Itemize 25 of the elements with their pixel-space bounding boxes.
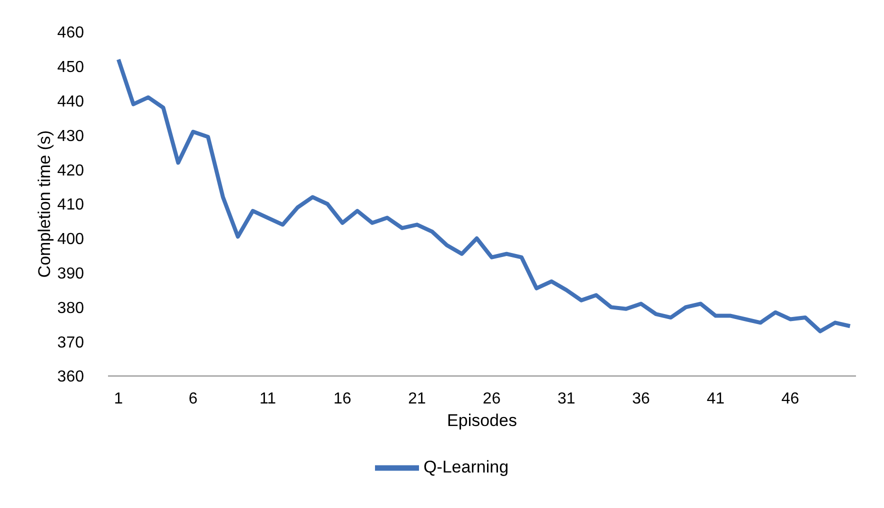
y-tick-label: 460 <box>57 24 84 42</box>
x-tick-label: 46 <box>781 390 800 408</box>
y-tick-label: 420 <box>57 162 84 180</box>
y-tick-label: 370 <box>57 334 84 352</box>
y-tick-label: 450 <box>57 59 84 76</box>
legend-label: Q-Learning <box>423 457 509 476</box>
y-tick-label: 430 <box>57 128 84 145</box>
y-tick-label: 360 <box>57 368 84 386</box>
y-tick-label: 410 <box>57 196 84 214</box>
x-tick-label: 1 <box>114 390 123 408</box>
x-tick-label: 21 <box>408 390 426 408</box>
x-tick-label: 16 <box>334 390 352 408</box>
x-axis-title: Episodes <box>447 411 517 430</box>
x-tick-label: 36 <box>632 390 650 408</box>
x-tick-label: 26 <box>482 390 501 408</box>
x-tick-label: 11 <box>259 390 276 408</box>
y-tick-label: 380 <box>57 300 84 317</box>
x-tick-label: 31 <box>557 390 576 408</box>
x-tick-label: 41 <box>706 390 725 408</box>
line-series <box>116 58 852 334</box>
y-tick-label: 400 <box>57 231 84 248</box>
y-axis-title: Completion time (s) <box>35 130 54 278</box>
y-tick-label: 390 <box>57 265 84 282</box>
y-tick-label: 440 <box>57 93 84 110</box>
x-tick-label: 6 <box>188 390 198 408</box>
